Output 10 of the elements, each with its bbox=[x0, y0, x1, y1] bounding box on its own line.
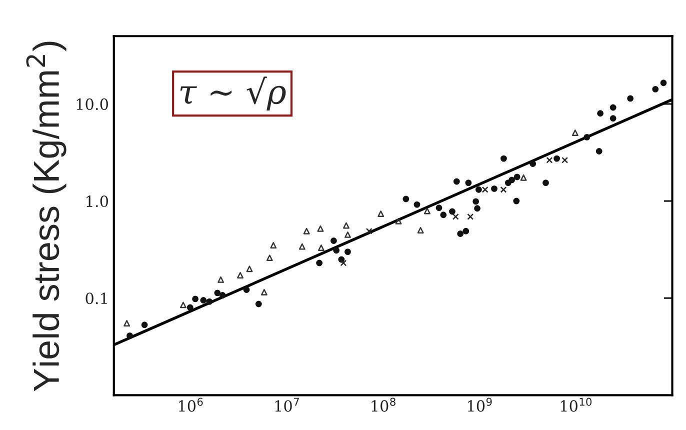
x-tick-label: 10$^{9}$ bbox=[468, 398, 492, 412]
y-tick-label: 0.1 bbox=[86, 292, 107, 304]
x-tick-label: 10$^{10}$ bbox=[560, 398, 592, 412]
y-tick-label: 10.0 bbox=[76, 98, 108, 110]
x-tick-label: 10$^{6}$ bbox=[178, 398, 203, 412]
y-tick-label: 1.0 bbox=[86, 196, 108, 208]
x-tick-label: 10$^{7}$ bbox=[275, 398, 299, 412]
y-axis-title: Yield stress (Kg/mm$^{2}$) bbox=[26, 42, 66, 392]
x-tick-label: 10$^{8}$ bbox=[372, 398, 396, 412]
annotation: τ ∼ √ρ bbox=[180, 76, 286, 111]
